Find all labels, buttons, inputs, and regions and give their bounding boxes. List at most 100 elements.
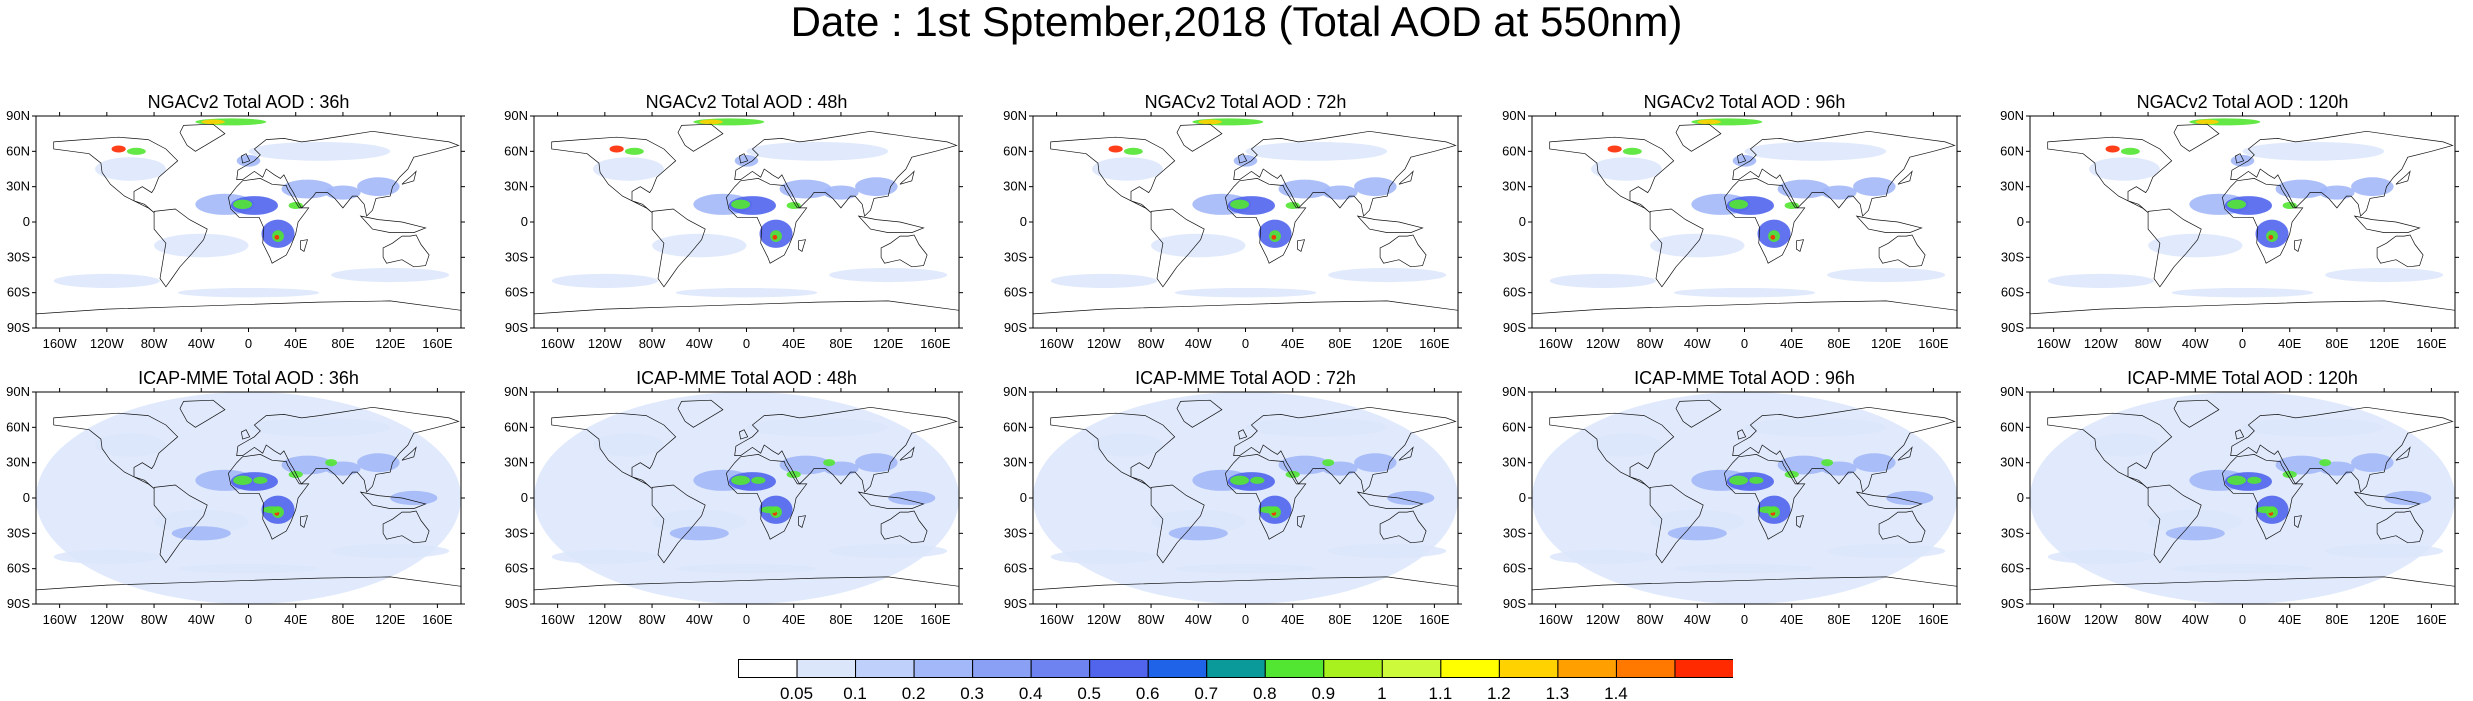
aod-field <box>1168 526 1228 541</box>
colorbar-box <box>1615 659 1676 678</box>
lon-tick-label: 40E <box>2278 612 2301 627</box>
lat-tick-label: 0 <box>521 490 528 505</box>
lat-tick-label: 30N <box>1502 455 1526 470</box>
colorbar-label: 1.1 <box>1429 684 1453 701</box>
lon-tick-label: 0 <box>1242 612 1249 627</box>
colorbar-box <box>972 659 1032 678</box>
aod-field <box>357 177 400 197</box>
lat-tick-label: 60N <box>504 419 528 434</box>
lat-tick-label: 0 <box>2017 214 2024 229</box>
lat-tick-label: 60N <box>504 143 528 158</box>
lat-tick-label: 60N <box>1003 143 1027 158</box>
aod-field <box>1278 179 1331 199</box>
colorbar-label: 1.2 <box>1487 684 1511 701</box>
aod-field <box>1328 267 1447 283</box>
coastline <box>241 429 251 440</box>
aod-field <box>1108 145 1123 153</box>
coastline <box>53 412 179 489</box>
lon-tick-label: 80E <box>2325 336 2348 351</box>
lat-tick-label: 60S <box>7 285 30 300</box>
aod-field <box>1245 417 1388 437</box>
panel-title: NGACv2 Total AOD : 96h <box>1643 92 1846 112</box>
lon-tick-label: 80E <box>1827 612 1850 627</box>
aod-field <box>2195 119 2219 125</box>
aod-field <box>1174 563 1317 574</box>
aod-field <box>786 470 801 478</box>
aod-field <box>1729 475 1749 486</box>
lon-tick-label: 120W <box>1087 612 1122 627</box>
aod-field <box>1777 179 1830 199</box>
aod-field <box>2171 287 2314 298</box>
coastline <box>1033 576 1458 591</box>
colorbar-box <box>1498 659 1559 678</box>
aod-field <box>1770 234 1776 240</box>
lat-tick-label: 30N <box>6 455 30 470</box>
lon-tick-label: 40E <box>284 336 307 351</box>
aod-field <box>731 199 751 210</box>
lon-tick-label: 40W <box>1684 612 1711 627</box>
lon-tick-label: 80E <box>1827 336 1850 351</box>
lon-tick-label: 0 <box>2239 336 2246 351</box>
map-plot: 90N 60N 30N 0 30S 60S 90S 160W 120W 80W 40W 0 40E 80E… <box>6 384 465 627</box>
lat-tick-label: 90N <box>504 108 528 123</box>
aod-field <box>1777 455 1830 475</box>
lon-tick-label: 120W <box>588 612 623 627</box>
aod-field <box>760 506 780 514</box>
aod-field <box>1259 506 1279 514</box>
colorbar-box <box>1381 659 1442 678</box>
aod-field <box>2351 177 2394 197</box>
lat-tick-label: 60S <box>505 285 528 300</box>
coastline <box>2147 208 2202 288</box>
aod-field <box>652 509 747 534</box>
aod-field <box>888 490 936 506</box>
lat-tick-label: 60N <box>1003 419 1027 434</box>
colorbar-box <box>1089 659 1149 678</box>
lat-tick-label: 0 <box>1519 490 1526 505</box>
lon-tick-label: 160W <box>1539 336 1574 351</box>
lon-tick-label: 40W <box>2182 336 2209 351</box>
coastline <box>734 130 958 217</box>
aod-field <box>855 177 898 197</box>
lat-tick-label: 60S <box>1503 285 1526 300</box>
lon-tick-label: 40E <box>2278 336 2301 351</box>
aod-field <box>1784 470 1799 478</box>
lon-tick-label: 160W <box>2037 336 2072 351</box>
lon-tick-label: 160E <box>1918 612 1949 627</box>
coastline <box>179 399 226 428</box>
panel-title: ICAP-MME Total AOD : 36h <box>138 368 359 388</box>
aod-field <box>1198 119 1222 125</box>
lon-tick-label: 120W <box>2084 612 2119 627</box>
coastline <box>1297 239 1305 252</box>
aod-field <box>551 273 658 288</box>
coastline <box>1737 429 1747 440</box>
lon-tick-label: 40W <box>1684 336 1711 351</box>
coastline <box>1532 300 1957 315</box>
aod-field <box>746 417 889 437</box>
lat-tick-label: 60N <box>6 143 30 158</box>
lat-tick-label: 0 <box>1020 214 1027 229</box>
coastline <box>401 170 417 185</box>
aod-field <box>1549 549 1656 564</box>
lon-tick-label: 40W <box>686 612 713 627</box>
coastline <box>359 491 427 509</box>
lat-tick-label: 30S <box>7 525 30 540</box>
coastline <box>798 239 806 252</box>
map-panel: ICAP-MME Total AOD : 120h 90N 60N 30N 0 30S 60… <box>1994 368 2473 648</box>
lat-tick-label: 90N <box>1003 384 1027 399</box>
coastline <box>1176 399 1223 428</box>
aod-field <box>2089 157 2160 181</box>
coastline <box>1233 130 1457 217</box>
lat-tick-label: 60N <box>1502 143 1526 158</box>
colorbar-box <box>1030 659 1091 678</box>
lon-tick-label: 120E <box>375 336 406 351</box>
aod-field <box>1650 233 1745 258</box>
lon-tick-label: 120E <box>873 336 904 351</box>
aod-field <box>593 157 664 181</box>
coastline <box>179 123 226 152</box>
coastline <box>1356 491 1424 509</box>
aod-field <box>325 459 338 467</box>
panel-title: ICAP-MME Total AOD : 48h <box>636 368 857 388</box>
lon-tick-label: 120W <box>1586 612 1621 627</box>
lon-tick-label: 0 <box>245 336 252 351</box>
coastline <box>1150 484 1205 564</box>
